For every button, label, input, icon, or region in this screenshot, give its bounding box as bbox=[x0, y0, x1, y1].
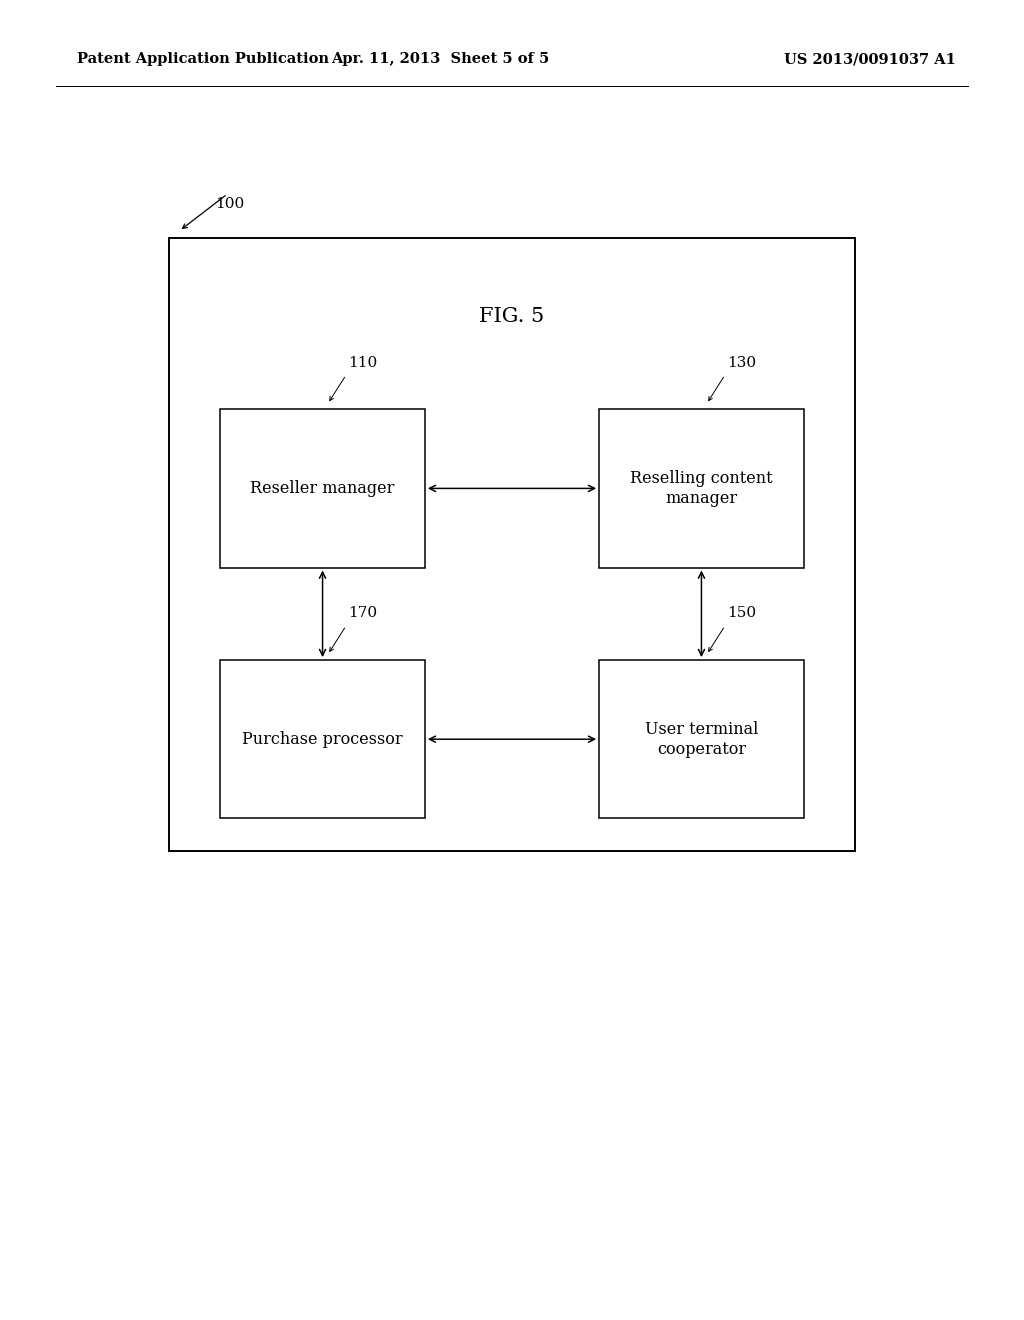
Text: User terminal
cooperator: User terminal cooperator bbox=[645, 721, 758, 758]
Text: 130: 130 bbox=[727, 355, 756, 370]
Text: 150: 150 bbox=[727, 606, 756, 620]
Bar bbox=[599, 660, 804, 818]
Text: Apr. 11, 2013  Sheet 5 of 5: Apr. 11, 2013 Sheet 5 of 5 bbox=[331, 53, 550, 66]
Text: US 2013/0091037 A1: US 2013/0091037 A1 bbox=[784, 53, 956, 66]
Text: Reselling content
manager: Reselling content manager bbox=[630, 470, 773, 507]
Text: FIG. 5: FIG. 5 bbox=[479, 308, 545, 326]
Text: Purchase processor: Purchase processor bbox=[243, 731, 402, 747]
Text: Patent Application Publication: Patent Application Publication bbox=[77, 53, 329, 66]
Text: Reseller manager: Reseller manager bbox=[251, 480, 394, 496]
Bar bbox=[599, 409, 804, 568]
Text: 170: 170 bbox=[348, 606, 377, 620]
Bar bbox=[220, 660, 425, 818]
Text: 110: 110 bbox=[348, 355, 378, 370]
Text: 100: 100 bbox=[215, 197, 245, 211]
Bar bbox=[169, 238, 855, 851]
Bar bbox=[220, 409, 425, 568]
